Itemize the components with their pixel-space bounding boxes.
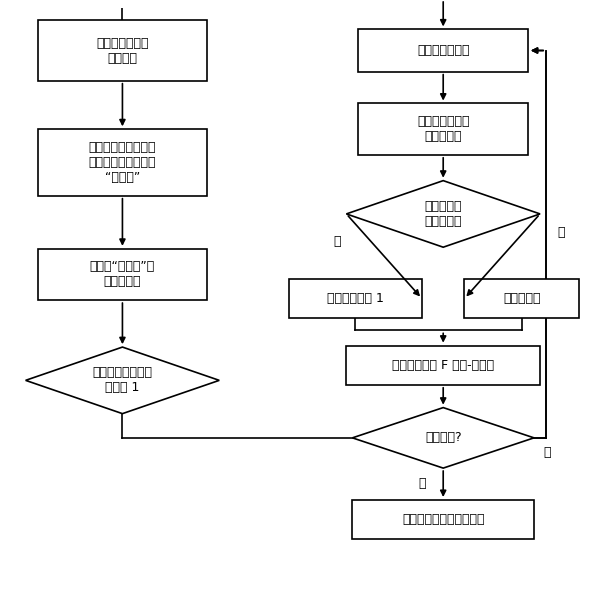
Text: 否: 否: [543, 447, 551, 460]
Polygon shape: [353, 408, 534, 468]
Text: 是: 是: [418, 477, 426, 490]
Text: 生成房屋编号 F 塔号-顺序号: 生成房屋编号 F 塔号-顺序号: [392, 359, 494, 371]
Bar: [38, 249, 207, 300]
Text: 将房屋编号写入实体属性: 将房屋编号写入实体属性: [402, 513, 485, 526]
Text: 换算房屋平面坐标为
线路坐标并计算房屋
“最小点”: 换算房屋平面坐标为 线路坐标并计算房屋 “最小点”: [89, 141, 156, 184]
Bar: [353, 500, 534, 539]
Polygon shape: [347, 180, 540, 247]
Bar: [465, 279, 579, 318]
Text: 初始塔号为空，顺
序号为 1: 初始塔号为空，顺 序号为 1: [92, 367, 153, 394]
Bar: [359, 30, 528, 71]
Text: 否: 否: [334, 235, 341, 248]
Bar: [359, 103, 528, 155]
Bar: [289, 279, 422, 318]
Bar: [38, 20, 207, 81]
Text: 是: 是: [558, 225, 565, 238]
Polygon shape: [26, 347, 219, 413]
Text: 塔号是否与
上一个相同: 塔号是否与 上一个相同: [424, 200, 462, 228]
Bar: [38, 129, 207, 196]
Text: 以房屋“最小点”排
序所有房屋: 以房屋“最小点”排 序所有房屋: [90, 261, 155, 288]
Text: 顺序号重置为 1: 顺序号重置为 1: [327, 292, 384, 305]
Text: 读取平面图所有
房屋对象: 读取平面图所有 房屋对象: [96, 36, 149, 65]
Text: 递增顺序号: 递增顺序号: [503, 292, 541, 305]
Text: 查询路径上房屋
小号处塔号: 查询路径上房屋 小号处塔号: [417, 115, 469, 143]
Bar: [347, 346, 540, 385]
Text: 遍历结束?: 遍历结束?: [425, 431, 461, 444]
Text: 遍历排序后房屋: 遍历排序后房屋: [417, 44, 469, 57]
